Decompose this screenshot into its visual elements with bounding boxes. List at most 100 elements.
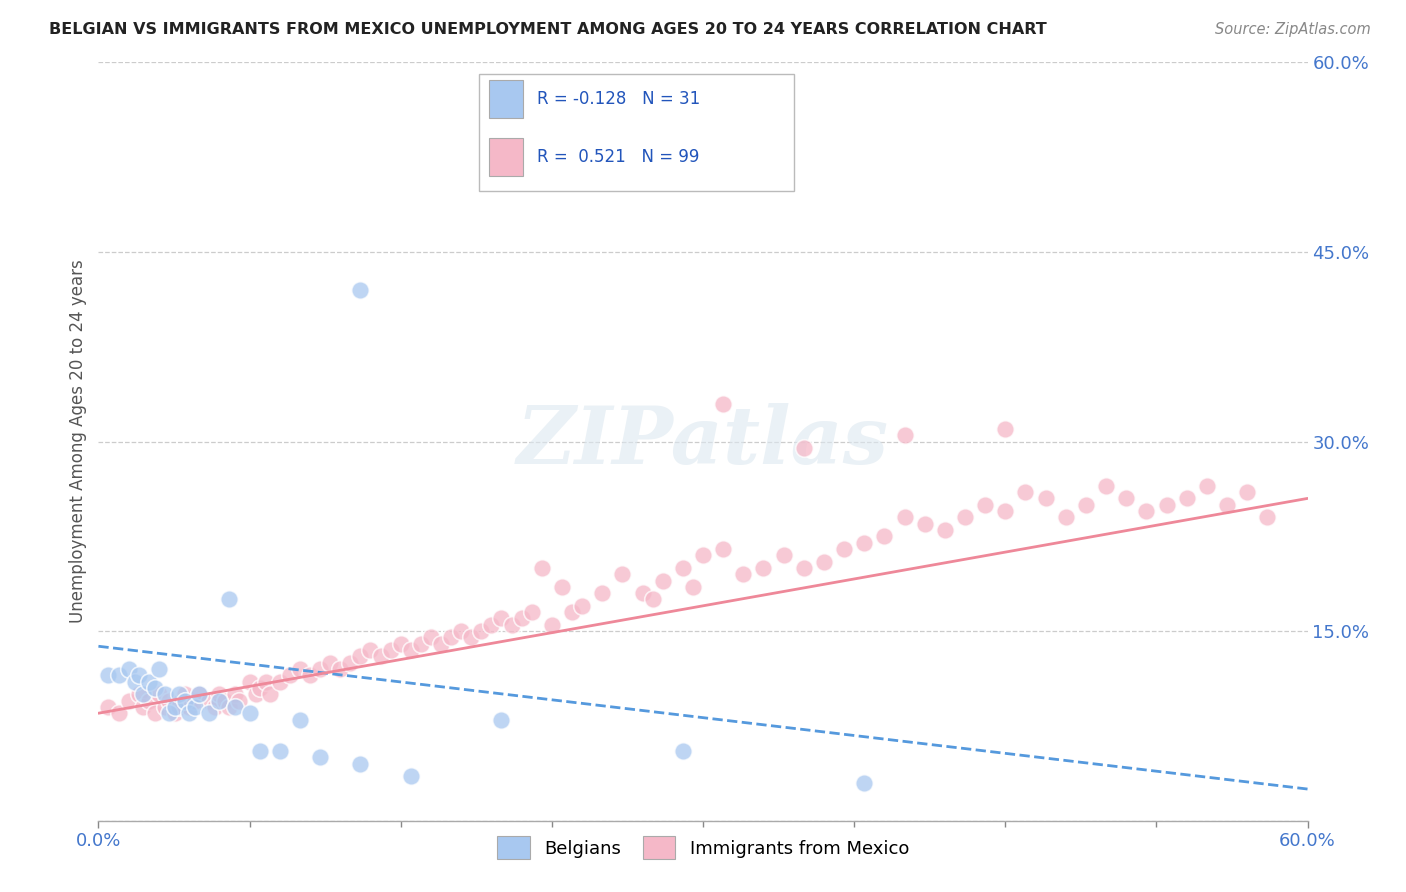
Point	[1074, 498, 1097, 512]
Point	[288, 713, 311, 727]
Point	[571, 599, 593, 613]
Point	[299, 668, 322, 682]
Point	[692, 548, 714, 563]
Point	[793, 441, 815, 455]
Point	[672, 561, 695, 575]
Point	[853, 535, 876, 549]
Point	[208, 693, 231, 707]
Point	[179, 699, 201, 714]
Point	[138, 674, 160, 689]
Point	[349, 649, 371, 664]
FancyBboxPatch shape	[479, 74, 793, 191]
Point	[934, 523, 956, 537]
Text: Source: ZipAtlas.com: Source: ZipAtlas.com	[1215, 22, 1371, 37]
Point	[132, 687, 155, 701]
Point	[245, 687, 267, 701]
Point	[254, 674, 277, 689]
Point	[259, 687, 281, 701]
Point	[1135, 504, 1157, 518]
Point	[893, 510, 915, 524]
Point	[163, 706, 186, 721]
Point	[612, 567, 634, 582]
Point	[450, 624, 472, 639]
Point	[204, 699, 226, 714]
Point	[540, 617, 562, 632]
Point	[157, 693, 180, 707]
Point	[278, 668, 301, 682]
Point	[711, 396, 734, 410]
Point	[399, 769, 422, 783]
Point	[97, 699, 120, 714]
Point	[148, 662, 170, 676]
Point	[97, 668, 120, 682]
Point	[380, 643, 402, 657]
Point	[208, 687, 231, 701]
Point	[1195, 479, 1218, 493]
Point	[491, 713, 513, 727]
Point	[1256, 510, 1278, 524]
Point	[481, 617, 503, 632]
Point	[143, 681, 166, 695]
Point	[153, 699, 176, 714]
Point	[974, 498, 997, 512]
Point	[672, 744, 695, 758]
Point	[188, 687, 211, 701]
Point	[1156, 498, 1178, 512]
Point	[167, 699, 190, 714]
Point	[319, 656, 342, 670]
Point	[520, 100, 543, 114]
Point	[188, 687, 211, 701]
Point	[224, 687, 246, 701]
Point	[953, 510, 976, 524]
Point	[994, 422, 1017, 436]
Point	[651, 574, 673, 588]
Point	[1115, 491, 1137, 506]
Point	[228, 693, 250, 707]
Point	[174, 687, 197, 701]
Point	[873, 529, 896, 543]
Point	[1236, 485, 1258, 500]
Point	[269, 744, 291, 758]
Point	[420, 631, 443, 645]
Point	[184, 693, 207, 707]
Point	[269, 674, 291, 689]
Point	[163, 699, 186, 714]
Point	[179, 706, 201, 721]
Point	[288, 662, 311, 676]
Point	[360, 643, 382, 657]
Point	[239, 674, 262, 689]
Point	[118, 693, 141, 707]
Point	[914, 516, 936, 531]
Point	[138, 693, 160, 707]
Point	[752, 561, 775, 575]
Point	[1175, 491, 1198, 506]
Text: BELGIAN VS IMMIGRANTS FROM MEXICO UNEMPLOYMENT AMONG AGES 20 TO 24 YEARS CORRELA: BELGIAN VS IMMIGRANTS FROM MEXICO UNEMPL…	[49, 22, 1047, 37]
Point	[153, 687, 176, 701]
Point	[218, 699, 240, 714]
Point	[510, 611, 533, 625]
FancyBboxPatch shape	[489, 80, 523, 118]
Point	[309, 662, 332, 676]
Point	[631, 586, 654, 600]
Point	[501, 617, 523, 632]
Point	[460, 631, 482, 645]
Point	[551, 580, 574, 594]
Text: R =  0.521   N = 99: R = 0.521 N = 99	[537, 148, 700, 166]
Point	[214, 693, 236, 707]
Point	[198, 706, 221, 721]
Point	[1035, 491, 1057, 506]
Point	[184, 699, 207, 714]
Point	[440, 631, 463, 645]
Point	[682, 580, 704, 594]
Point	[530, 561, 553, 575]
Point	[239, 706, 262, 721]
Point	[148, 687, 170, 701]
Point	[370, 649, 392, 664]
Point	[491, 611, 513, 625]
Point	[198, 693, 221, 707]
Point	[329, 662, 352, 676]
Point	[591, 586, 613, 600]
Point	[430, 637, 453, 651]
Legend: Belgians, Immigrants from Mexico: Belgians, Immigrants from Mexico	[488, 827, 918, 869]
Point	[470, 624, 492, 639]
